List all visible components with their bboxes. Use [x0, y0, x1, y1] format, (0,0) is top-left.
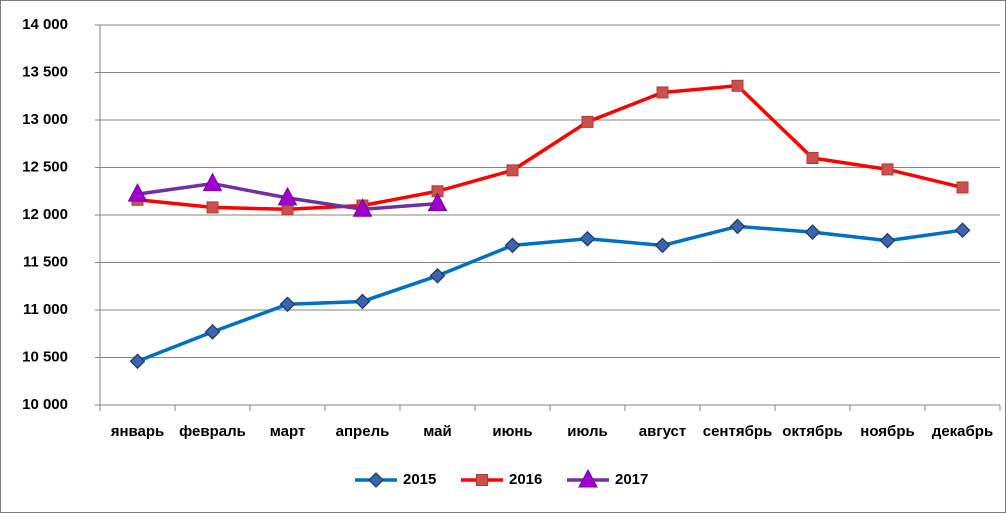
y-tick-label: 10 500 [22, 348, 68, 365]
marker [427, 192, 448, 212]
marker [879, 232, 896, 249]
marker [277, 186, 298, 206]
marker [954, 222, 971, 239]
marker [956, 181, 969, 194]
marker [654, 237, 671, 254]
marker [129, 353, 146, 370]
legend-marker [578, 468, 598, 488]
y-tick-label: 11 500 [23, 253, 68, 270]
series-line [137, 84, 963, 212]
y-tick-label: 14 000 [22, 16, 68, 33]
marker [729, 218, 746, 235]
marker [806, 152, 819, 164]
x-tick-label: июнь [492, 423, 532, 440]
legend-label: 2016 [509, 471, 542, 488]
x-tick-label: август [639, 423, 686, 440]
y-tick-label: 13 000 [22, 111, 68, 128]
marker [881, 163, 894, 176]
series-line [136, 224, 963, 363]
marker [354, 293, 371, 310]
marker [804, 224, 821, 240]
x-tick-label: март [270, 423, 306, 440]
marker [281, 203, 294, 216]
legend-marker [368, 472, 384, 488]
marker [204, 324, 221, 340]
marker [581, 115, 594, 128]
x-tick-label: сентябрь [703, 423, 773, 440]
x-tick-label: июль [567, 423, 607, 440]
marker [504, 237, 521, 254]
y-tick-label: 12 000 [22, 206, 68, 223]
x-tick-label: май [423, 423, 451, 440]
x-tick-label: апрель [336, 423, 390, 440]
marker [429, 267, 446, 284]
y-tick-label: 10 000 [22, 396, 68, 413]
y-tick-label: 13 500 [22, 63, 68, 80]
marker [731, 79, 744, 92]
legend-label: 2015 [403, 471, 436, 488]
y-tick-label: 12 500 [22, 158, 68, 175]
y-tick-label: 11 000 [23, 301, 68, 318]
marker [202, 172, 223, 192]
x-tick-label: февраль [179, 423, 246, 440]
marker [656, 86, 669, 99]
marker [206, 201, 219, 214]
marker [279, 296, 296, 313]
x-tick-label: декабрь [932, 423, 993, 440]
x-tick-label: ноябрь [860, 423, 914, 440]
marker [579, 230, 596, 247]
x-tick-label: январь [111, 423, 165, 440]
legend-label: 2017 [615, 471, 648, 488]
marker [127, 183, 148, 202]
marker [506, 164, 519, 177]
x-tick-label: октябрь [782, 423, 842, 440]
marker [352, 198, 373, 217]
legend-marker [476, 474, 488, 486]
